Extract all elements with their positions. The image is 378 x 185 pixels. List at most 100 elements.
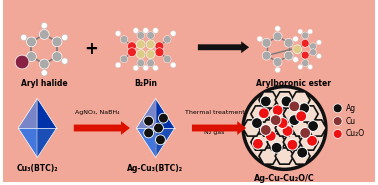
Circle shape — [298, 29, 303, 34]
Circle shape — [308, 65, 313, 69]
Circle shape — [333, 130, 342, 138]
Circle shape — [26, 37, 36, 47]
Circle shape — [153, 28, 158, 33]
Circle shape — [127, 42, 136, 51]
Text: Thermal treatment: Thermal treatment — [185, 110, 245, 115]
Polygon shape — [291, 120, 310, 136]
Polygon shape — [251, 134, 270, 150]
Text: Cu₃(BTC)₂: Cu₃(BTC)₂ — [17, 164, 58, 173]
Circle shape — [164, 36, 171, 43]
Circle shape — [270, 115, 281, 126]
Circle shape — [316, 54, 321, 59]
Circle shape — [41, 22, 47, 29]
Polygon shape — [267, 106, 286, 122]
Circle shape — [299, 103, 310, 114]
Polygon shape — [37, 128, 57, 158]
Circle shape — [308, 121, 319, 132]
Circle shape — [275, 67, 280, 73]
Circle shape — [253, 138, 263, 149]
Polygon shape — [37, 98, 57, 158]
Circle shape — [272, 105, 283, 116]
Text: Arylboronic ester: Arylboronic ester — [256, 79, 331, 88]
Circle shape — [136, 50, 145, 59]
Circle shape — [333, 104, 342, 113]
Text: Ag-Cu₃(BTC)₂: Ag-Cu₃(BTC)₂ — [127, 164, 184, 173]
Polygon shape — [136, 98, 155, 128]
Circle shape — [21, 34, 27, 41]
Circle shape — [271, 142, 282, 153]
Polygon shape — [259, 92, 278, 108]
Polygon shape — [259, 120, 278, 136]
Circle shape — [147, 32, 154, 39]
FancyArrow shape — [192, 121, 246, 135]
Polygon shape — [275, 148, 294, 164]
Polygon shape — [155, 128, 175, 158]
Circle shape — [15, 55, 29, 69]
Circle shape — [144, 116, 153, 126]
Circle shape — [301, 51, 309, 59]
Polygon shape — [18, 98, 37, 128]
Polygon shape — [155, 98, 175, 158]
Circle shape — [308, 29, 313, 34]
Circle shape — [155, 135, 165, 145]
Polygon shape — [251, 106, 270, 122]
Polygon shape — [283, 106, 302, 122]
Circle shape — [26, 52, 36, 62]
Circle shape — [262, 51, 271, 60]
Circle shape — [133, 28, 139, 33]
Text: Ag-Cu-Cu₂O/C: Ag-Cu-Cu₂O/C — [254, 174, 315, 183]
Circle shape — [298, 65, 303, 69]
Circle shape — [262, 38, 271, 47]
Text: Cu₂O: Cu₂O — [345, 130, 365, 138]
Polygon shape — [275, 120, 294, 136]
Circle shape — [282, 126, 293, 136]
Polygon shape — [308, 120, 326, 136]
Circle shape — [137, 59, 144, 67]
Circle shape — [310, 43, 316, 50]
Circle shape — [158, 113, 168, 123]
Circle shape — [153, 123, 163, 133]
Text: +: + — [85, 40, 98, 58]
Circle shape — [120, 36, 128, 43]
Polygon shape — [267, 134, 286, 150]
Circle shape — [300, 127, 311, 138]
Circle shape — [297, 147, 308, 158]
Polygon shape — [299, 106, 318, 122]
Circle shape — [170, 31, 176, 36]
Circle shape — [155, 48, 164, 57]
Circle shape — [293, 57, 298, 62]
Circle shape — [289, 115, 300, 126]
Text: Ag: Ag — [345, 104, 356, 113]
Circle shape — [136, 40, 145, 49]
Polygon shape — [299, 134, 318, 150]
Circle shape — [143, 65, 149, 71]
Circle shape — [284, 38, 293, 47]
Circle shape — [302, 60, 308, 66]
Circle shape — [293, 36, 298, 42]
Circle shape — [39, 59, 49, 69]
Circle shape — [260, 96, 271, 107]
Polygon shape — [18, 98, 37, 158]
Circle shape — [127, 48, 136, 57]
Circle shape — [277, 118, 288, 129]
Circle shape — [143, 28, 149, 33]
Text: Cu: Cu — [345, 117, 356, 126]
Circle shape — [310, 49, 316, 56]
Circle shape — [146, 50, 155, 59]
Circle shape — [147, 59, 154, 67]
Circle shape — [133, 65, 139, 71]
Circle shape — [120, 55, 128, 63]
Circle shape — [284, 51, 293, 60]
Circle shape — [164, 55, 171, 63]
Circle shape — [146, 40, 155, 49]
Circle shape — [307, 135, 318, 146]
Circle shape — [287, 139, 298, 150]
FancyArrow shape — [74, 121, 130, 135]
Polygon shape — [259, 148, 278, 164]
Circle shape — [265, 130, 276, 141]
Circle shape — [137, 32, 144, 39]
Text: AgNO₃, NaBH₄: AgNO₃, NaBH₄ — [75, 110, 120, 115]
Circle shape — [52, 37, 62, 47]
Circle shape — [273, 58, 282, 66]
Circle shape — [153, 65, 158, 71]
